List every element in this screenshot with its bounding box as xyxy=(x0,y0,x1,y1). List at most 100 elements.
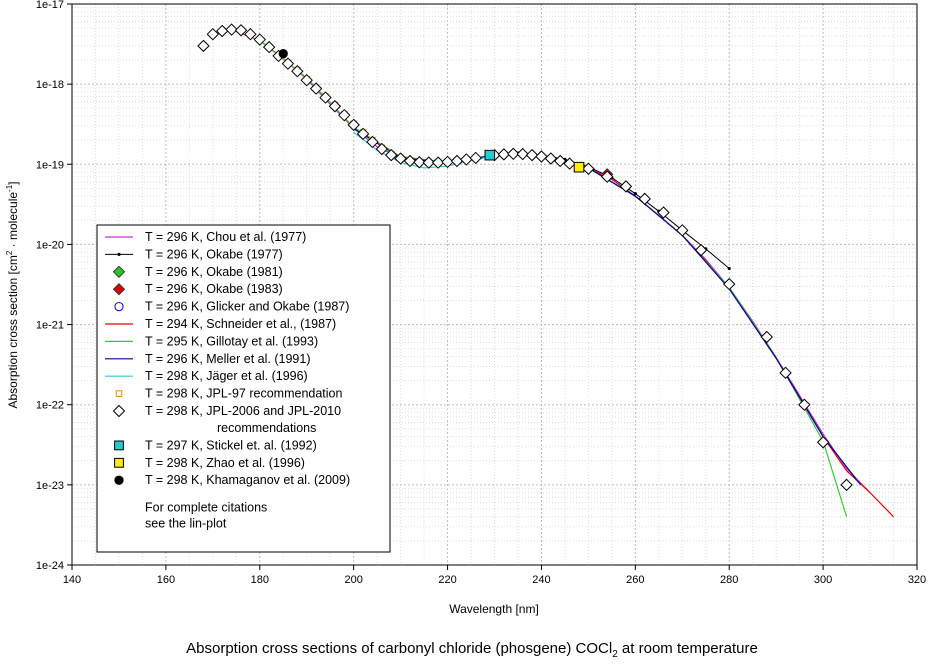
series-5 xyxy=(588,167,894,518)
data-point xyxy=(422,156,435,169)
data-point xyxy=(544,152,558,165)
data-point xyxy=(262,40,276,54)
data-point xyxy=(516,147,529,161)
data-point xyxy=(338,108,351,122)
data-point xyxy=(114,457,124,468)
legend-label: T = 296 K, Glicker and Okabe (1987) xyxy=(145,300,349,314)
y-tick-label: 1e-19 xyxy=(36,159,64,171)
data-point xyxy=(253,33,266,46)
data-point xyxy=(281,57,295,70)
legend-label: T = 296 K, Okabe (1981) xyxy=(145,265,283,279)
legend-label: T = 295 K, Gillotay et al. (1993) xyxy=(145,334,318,348)
data-point xyxy=(278,49,288,59)
legend-label: T = 294 K, Schneider et al., (1987) xyxy=(145,317,336,331)
x-tick-label: 240 xyxy=(532,574,550,586)
data-point xyxy=(114,440,124,451)
data-point xyxy=(554,154,567,168)
data-point xyxy=(723,277,736,291)
data-point xyxy=(366,135,379,149)
data-point xyxy=(484,149,496,161)
x-tick-label: 160 xyxy=(157,574,175,586)
x-tick-label: 220 xyxy=(438,574,456,586)
legend-label: T = 298 K, Khamaganov et al. (2009) xyxy=(145,473,350,487)
data-point xyxy=(582,162,595,175)
data-point xyxy=(507,147,520,161)
data-point xyxy=(431,156,445,169)
data-point xyxy=(328,100,342,113)
data-point xyxy=(638,192,651,206)
data-point xyxy=(216,24,229,38)
figure-caption: Absorption cross sections of carbonyl ch… xyxy=(186,640,758,660)
data-point xyxy=(385,148,398,162)
x-axis-label: Wavelength [nm] xyxy=(449,602,539,616)
data-point xyxy=(394,152,407,165)
data-point xyxy=(600,170,614,183)
series-13 xyxy=(278,49,288,59)
y-tick-label: 1e-24 xyxy=(36,560,64,572)
data-point xyxy=(112,265,126,279)
x-tick-label: 200 xyxy=(344,574,362,586)
legend-label: T = 297 K, Stickel et. al. (1992) xyxy=(145,438,317,452)
data-point xyxy=(497,148,511,161)
data-point xyxy=(840,478,853,492)
x-tick-label: 280 xyxy=(720,574,738,586)
x-tick-label: 300 xyxy=(814,574,832,586)
data-point xyxy=(197,39,210,53)
legend-label: T = 296 K, Okabe (1977) xyxy=(145,247,283,261)
data-point xyxy=(525,148,539,162)
legend-label: T = 296 K, Okabe (1983) xyxy=(145,282,283,296)
data-point xyxy=(573,161,585,173)
legend-label: T = 298 K, JPL-2006 and JPL-2010 xyxy=(145,404,341,418)
series-12 xyxy=(573,161,585,173)
legend-note: see the lin-plot xyxy=(145,517,227,531)
data-point xyxy=(291,65,304,78)
data-point xyxy=(114,301,124,312)
series-line xyxy=(588,167,894,518)
axes: 140 160 180 200 220 240 260 280 300 320 1e-24 1e-23… xyxy=(36,0,926,586)
data-point xyxy=(112,404,126,418)
data-point xyxy=(319,91,332,104)
data-point xyxy=(469,151,482,165)
plot-frame xyxy=(71,3,918,566)
data-point xyxy=(403,154,417,168)
legend-label: T = 298 K, JPL-97 recommendation xyxy=(145,387,342,401)
x-tick-label: 260 xyxy=(626,574,644,586)
y-tick-label: 1e-17 xyxy=(36,0,64,11)
data-point xyxy=(535,150,548,163)
series-11 xyxy=(484,149,496,161)
legend-note: For complete citations xyxy=(145,501,267,515)
legend-box xyxy=(96,224,391,553)
x-tick-label: 180 xyxy=(251,574,269,586)
y-tick-label: 1e-20 xyxy=(36,239,64,251)
data-point xyxy=(694,243,708,257)
data-point xyxy=(300,73,313,87)
data-point xyxy=(633,192,637,196)
data-point xyxy=(413,156,426,169)
data-point xyxy=(563,157,576,170)
data-point xyxy=(225,23,238,36)
data-point xyxy=(309,82,323,95)
legend-label: T = 296 K, Chou et al. (1977) xyxy=(145,230,306,244)
data-point xyxy=(117,252,121,256)
data-point xyxy=(347,118,360,132)
legend-label: T = 296 K, Meller et al. (1991) xyxy=(145,352,310,366)
legend-label: T = 298 K, Zhao et al. (1996) xyxy=(145,456,305,470)
legend: T = 296 K, Chou et al. (1977) T = 296 K, … xyxy=(96,224,391,553)
plot-data xyxy=(197,23,894,518)
y-tick-label: 1e-23 xyxy=(36,480,64,492)
data-point xyxy=(206,27,220,41)
data-point xyxy=(619,180,633,193)
data-point xyxy=(798,398,811,411)
y-tick-label: 1e-21 xyxy=(36,320,64,332)
data-point xyxy=(234,24,248,37)
data-point xyxy=(760,330,773,344)
y-axis-label: Absorption cross section [cm2 · molecule… xyxy=(5,181,20,408)
data-point xyxy=(112,282,126,296)
series-10 xyxy=(197,23,853,492)
data-point xyxy=(114,475,124,485)
x-tick-label: 140 xyxy=(63,574,81,586)
data-point xyxy=(657,206,670,219)
data-point xyxy=(115,390,123,397)
data-point xyxy=(356,127,370,141)
